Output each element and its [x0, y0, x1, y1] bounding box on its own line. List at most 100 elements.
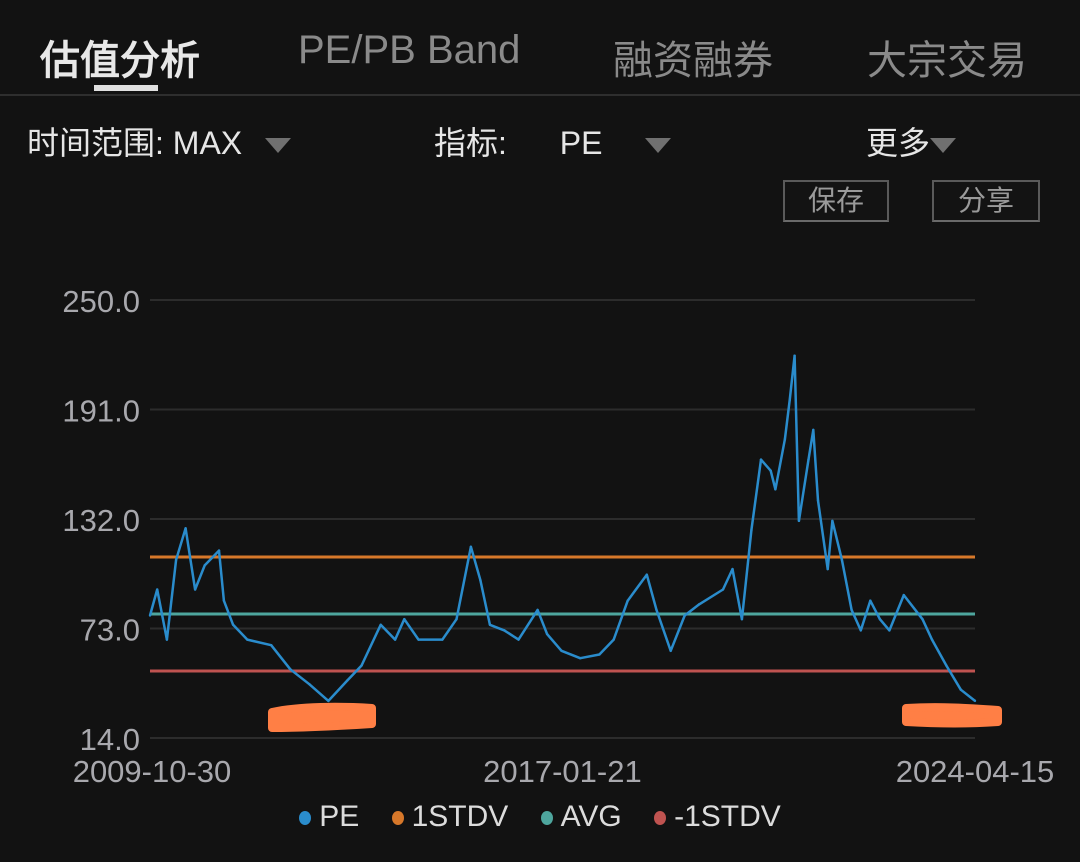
data-point — [921, 618, 924, 621]
redaction-mark — [268, 702, 376, 732]
data-point — [840, 558, 844, 562]
save-button[interactable]: 保存 — [783, 180, 889, 222]
indicator-value: PE — [559, 125, 603, 161]
chart-legend: PE 1STDV AVG -1STDV — [0, 800, 1080, 834]
data-point — [174, 558, 178, 562]
data-point — [327, 699, 330, 703]
time-range-label: 时间范围: — [27, 125, 164, 161]
data-point — [902, 593, 905, 597]
legend-label: -1STDV — [674, 800, 781, 833]
x-tick-label: 2017-01-21 — [483, 754, 642, 789]
indicator-label: 指标: — [434, 125, 507, 161]
data-point — [579, 656, 582, 660]
more-dropdown[interactable]: 更多 — [866, 118, 957, 164]
legend-dot — [654, 811, 667, 826]
data-point — [193, 588, 197, 591]
y-tick-label: 191.0 — [62, 394, 140, 429]
data-point — [379, 623, 382, 626]
data-point — [155, 588, 159, 591]
data-point — [346, 679, 349, 682]
data-point — [807, 458, 810, 461]
pe-chart: 250.0 191.0 132.0 73.0 14.0 2009-10-30 2017-0… — [62, 284, 1055, 789]
data-point — [165, 638, 169, 641]
data-point — [869, 599, 872, 602]
data-point — [517, 638, 520, 641]
data-point — [740, 618, 744, 621]
data-point — [308, 682, 311, 686]
data-point — [859, 629, 863, 632]
data-point — [598, 653, 601, 656]
time-range-dropdown[interactable]: 时间范围: MAX — [27, 118, 292, 164]
legend-label: PE — [319, 800, 360, 833]
data-point — [812, 428, 815, 432]
caret-down-icon — [265, 138, 292, 154]
data-point — [759, 458, 763, 461]
legend-dot — [391, 811, 404, 826]
y-tick-label: 132.0 — [62, 503, 140, 538]
more-label: 更多 — [866, 125, 931, 161]
data-point — [816, 499, 820, 502]
data-point — [417, 638, 420, 641]
y-tick-label: 14.0 — [80, 722, 140, 757]
data-point — [403, 618, 406, 621]
data-point — [203, 564, 206, 567]
legend-label: 1STDV — [411, 800, 509, 833]
data-point — [270, 644, 273, 647]
share-button[interactable]: 分享 — [932, 180, 1040, 222]
tab-pe-pb-band[interactable]: PE/PB Band — [298, 28, 521, 72]
data-point — [697, 603, 701, 606]
data-point — [148, 614, 152, 617]
y-tick-label: 250.0 — [62, 284, 140, 319]
active-tab-indicator — [94, 85, 158, 91]
data-point — [783, 437, 787, 441]
data-point — [774, 488, 777, 491]
data-point — [289, 668, 292, 671]
data-point — [797, 519, 801, 523]
indicator-dropdown[interactable]: 指标: PE — [434, 118, 672, 164]
data-point — [536, 608, 539, 612]
data-point — [888, 629, 891, 632]
data-point — [945, 664, 948, 667]
legend-item-avg[interactable]: AVG — [540, 800, 622, 834]
data-point — [731, 567, 734, 571]
caret-down-icon — [930, 138, 957, 154]
data-point — [750, 528, 753, 532]
data-point — [222, 599, 226, 602]
data-point — [645, 573, 648, 576]
y-tick-label: 73.0 — [80, 613, 140, 648]
caret-down-icon — [645, 138, 672, 154]
legend-item-minus-1stdv[interactable]: -1STDV — [654, 800, 781, 834]
data-point — [441, 638, 444, 641]
series-line-pe — [148, 354, 976, 703]
data-point — [612, 638, 615, 641]
data-point — [626, 599, 629, 602]
x-tick-label: 2024-04-15 — [896, 754, 1055, 789]
data-point — [788, 399, 791, 402]
data-point — [769, 469, 772, 472]
data-point — [878, 618, 882, 621]
data-point — [479, 579, 482, 582]
data-point — [360, 664, 363, 667]
data-point — [455, 618, 458, 621]
data-point — [488, 623, 492, 626]
legend-item-1stdv[interactable]: 1STDV — [391, 800, 509, 834]
tab-margin-trading[interactable]: 融资融券 — [613, 39, 773, 83]
redaction-mark — [902, 703, 1002, 728]
data-point — [184, 527, 187, 530]
tab-valuation-analysis[interactable]: 估值分析 — [40, 39, 200, 83]
data-point — [246, 638, 249, 641]
data-point — [850, 608, 853, 612]
data-point — [655, 608, 658, 612]
x-tick-label: 2009-10-30 — [73, 754, 232, 789]
time-range-value: MAX — [172, 125, 243, 161]
legend-item-pe[interactable]: PE — [299, 800, 359, 834]
data-point — [669, 649, 672, 652]
legend-label: AVG — [560, 800, 622, 833]
data-point — [683, 614, 686, 617]
legend-dot — [299, 811, 312, 826]
data-point — [560, 649, 563, 652]
data-point — [393, 638, 397, 641]
tab-block-trade[interactable]: 大宗交易 — [867, 39, 1027, 83]
data-point — [831, 519, 834, 523]
data-point — [469, 545, 473, 549]
